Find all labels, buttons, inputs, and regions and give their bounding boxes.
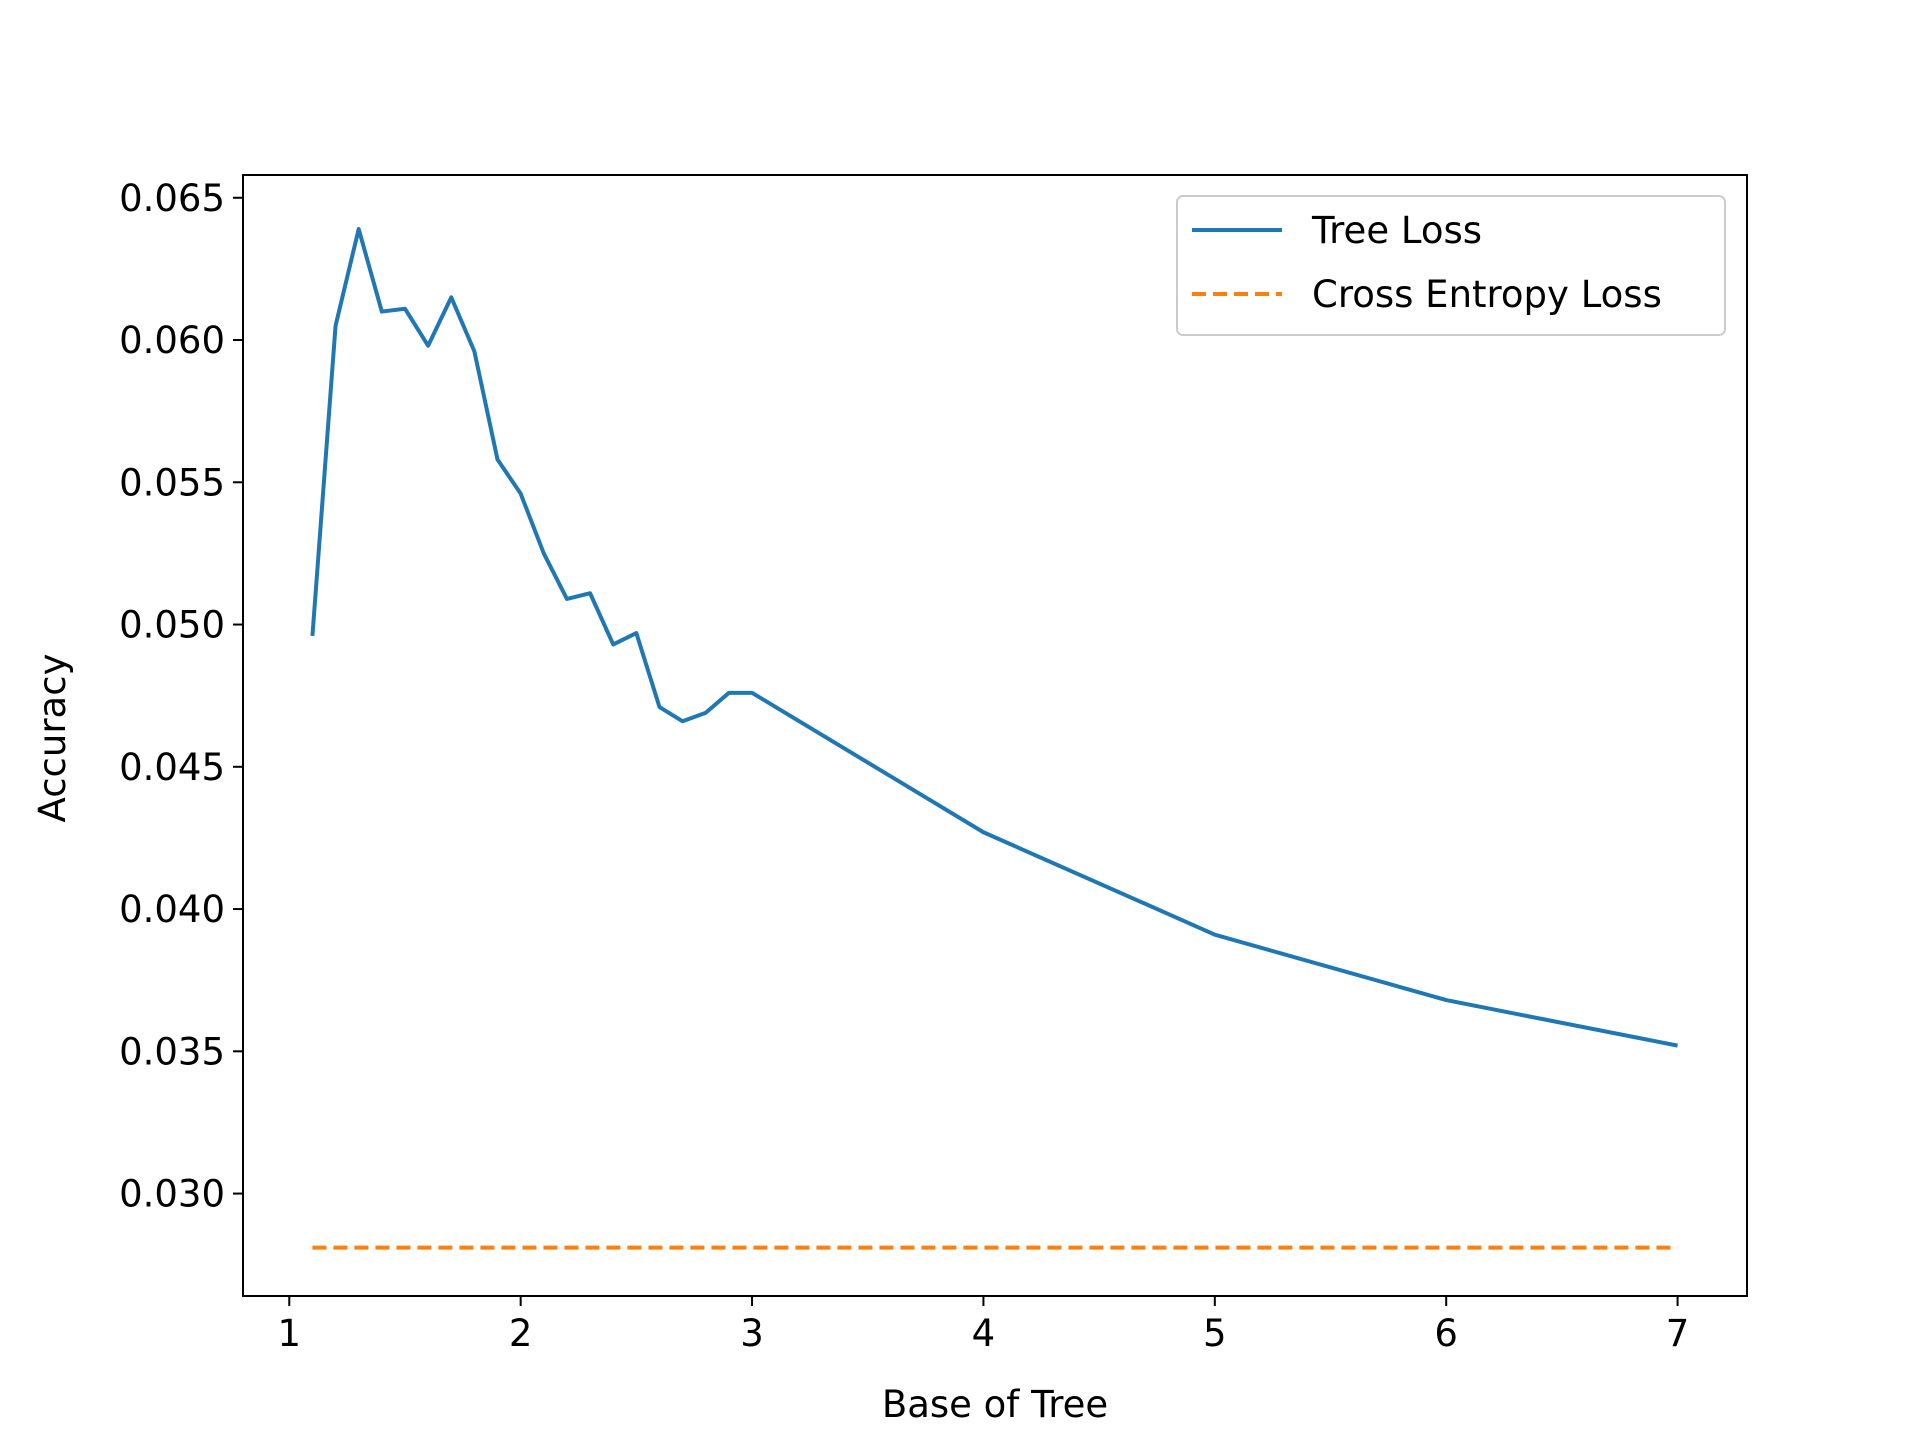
y-tick-label: 0.040 [119,888,225,931]
x-axis-title: Base of Tree [882,1383,1108,1426]
plot-frame [242,174,1748,1297]
y-tick-label: 0.065 [119,177,225,220]
x-tick-label: 4 [972,1312,996,1355]
y-tick-label: 0.055 [119,461,225,504]
x-tick-label: 1 [278,1312,302,1355]
y-axis-title: Accuracy [31,654,74,823]
x-tick-label: 7 [1666,1312,1690,1355]
y-tick-label: 0.045 [119,746,225,789]
x-tick-label: 6 [1434,1312,1458,1355]
y-tick-label: 0.060 [119,319,225,362]
y-tick-label: 0.050 [119,604,225,647]
x-tick-label: 3 [740,1312,764,1355]
y-axis: 0.030 0.035 0.040 0.045 0.050 0.055 0.060 0.065 [119,177,243,1216]
x-axis: 1 2 3 4 5 6 7 [278,1296,1690,1355]
legend-frame [1176,195,1726,336]
y-tick-label: 0.030 [119,1173,225,1216]
series-layer [310,227,1678,1250]
y-tick-label: 0.035 [119,1030,225,1073]
legend-label-tree-loss: Tree Loss [1311,209,1482,252]
x-tick-label: 2 [509,1312,533,1355]
x-tick-label: 5 [1203,1312,1227,1355]
legend: Tree Loss Cross Entropy Loss [1176,195,1726,336]
series-line-0 [310,227,1678,1048]
legend-label-cross-entropy-loss: Cross Entropy Loss [1312,273,1662,316]
